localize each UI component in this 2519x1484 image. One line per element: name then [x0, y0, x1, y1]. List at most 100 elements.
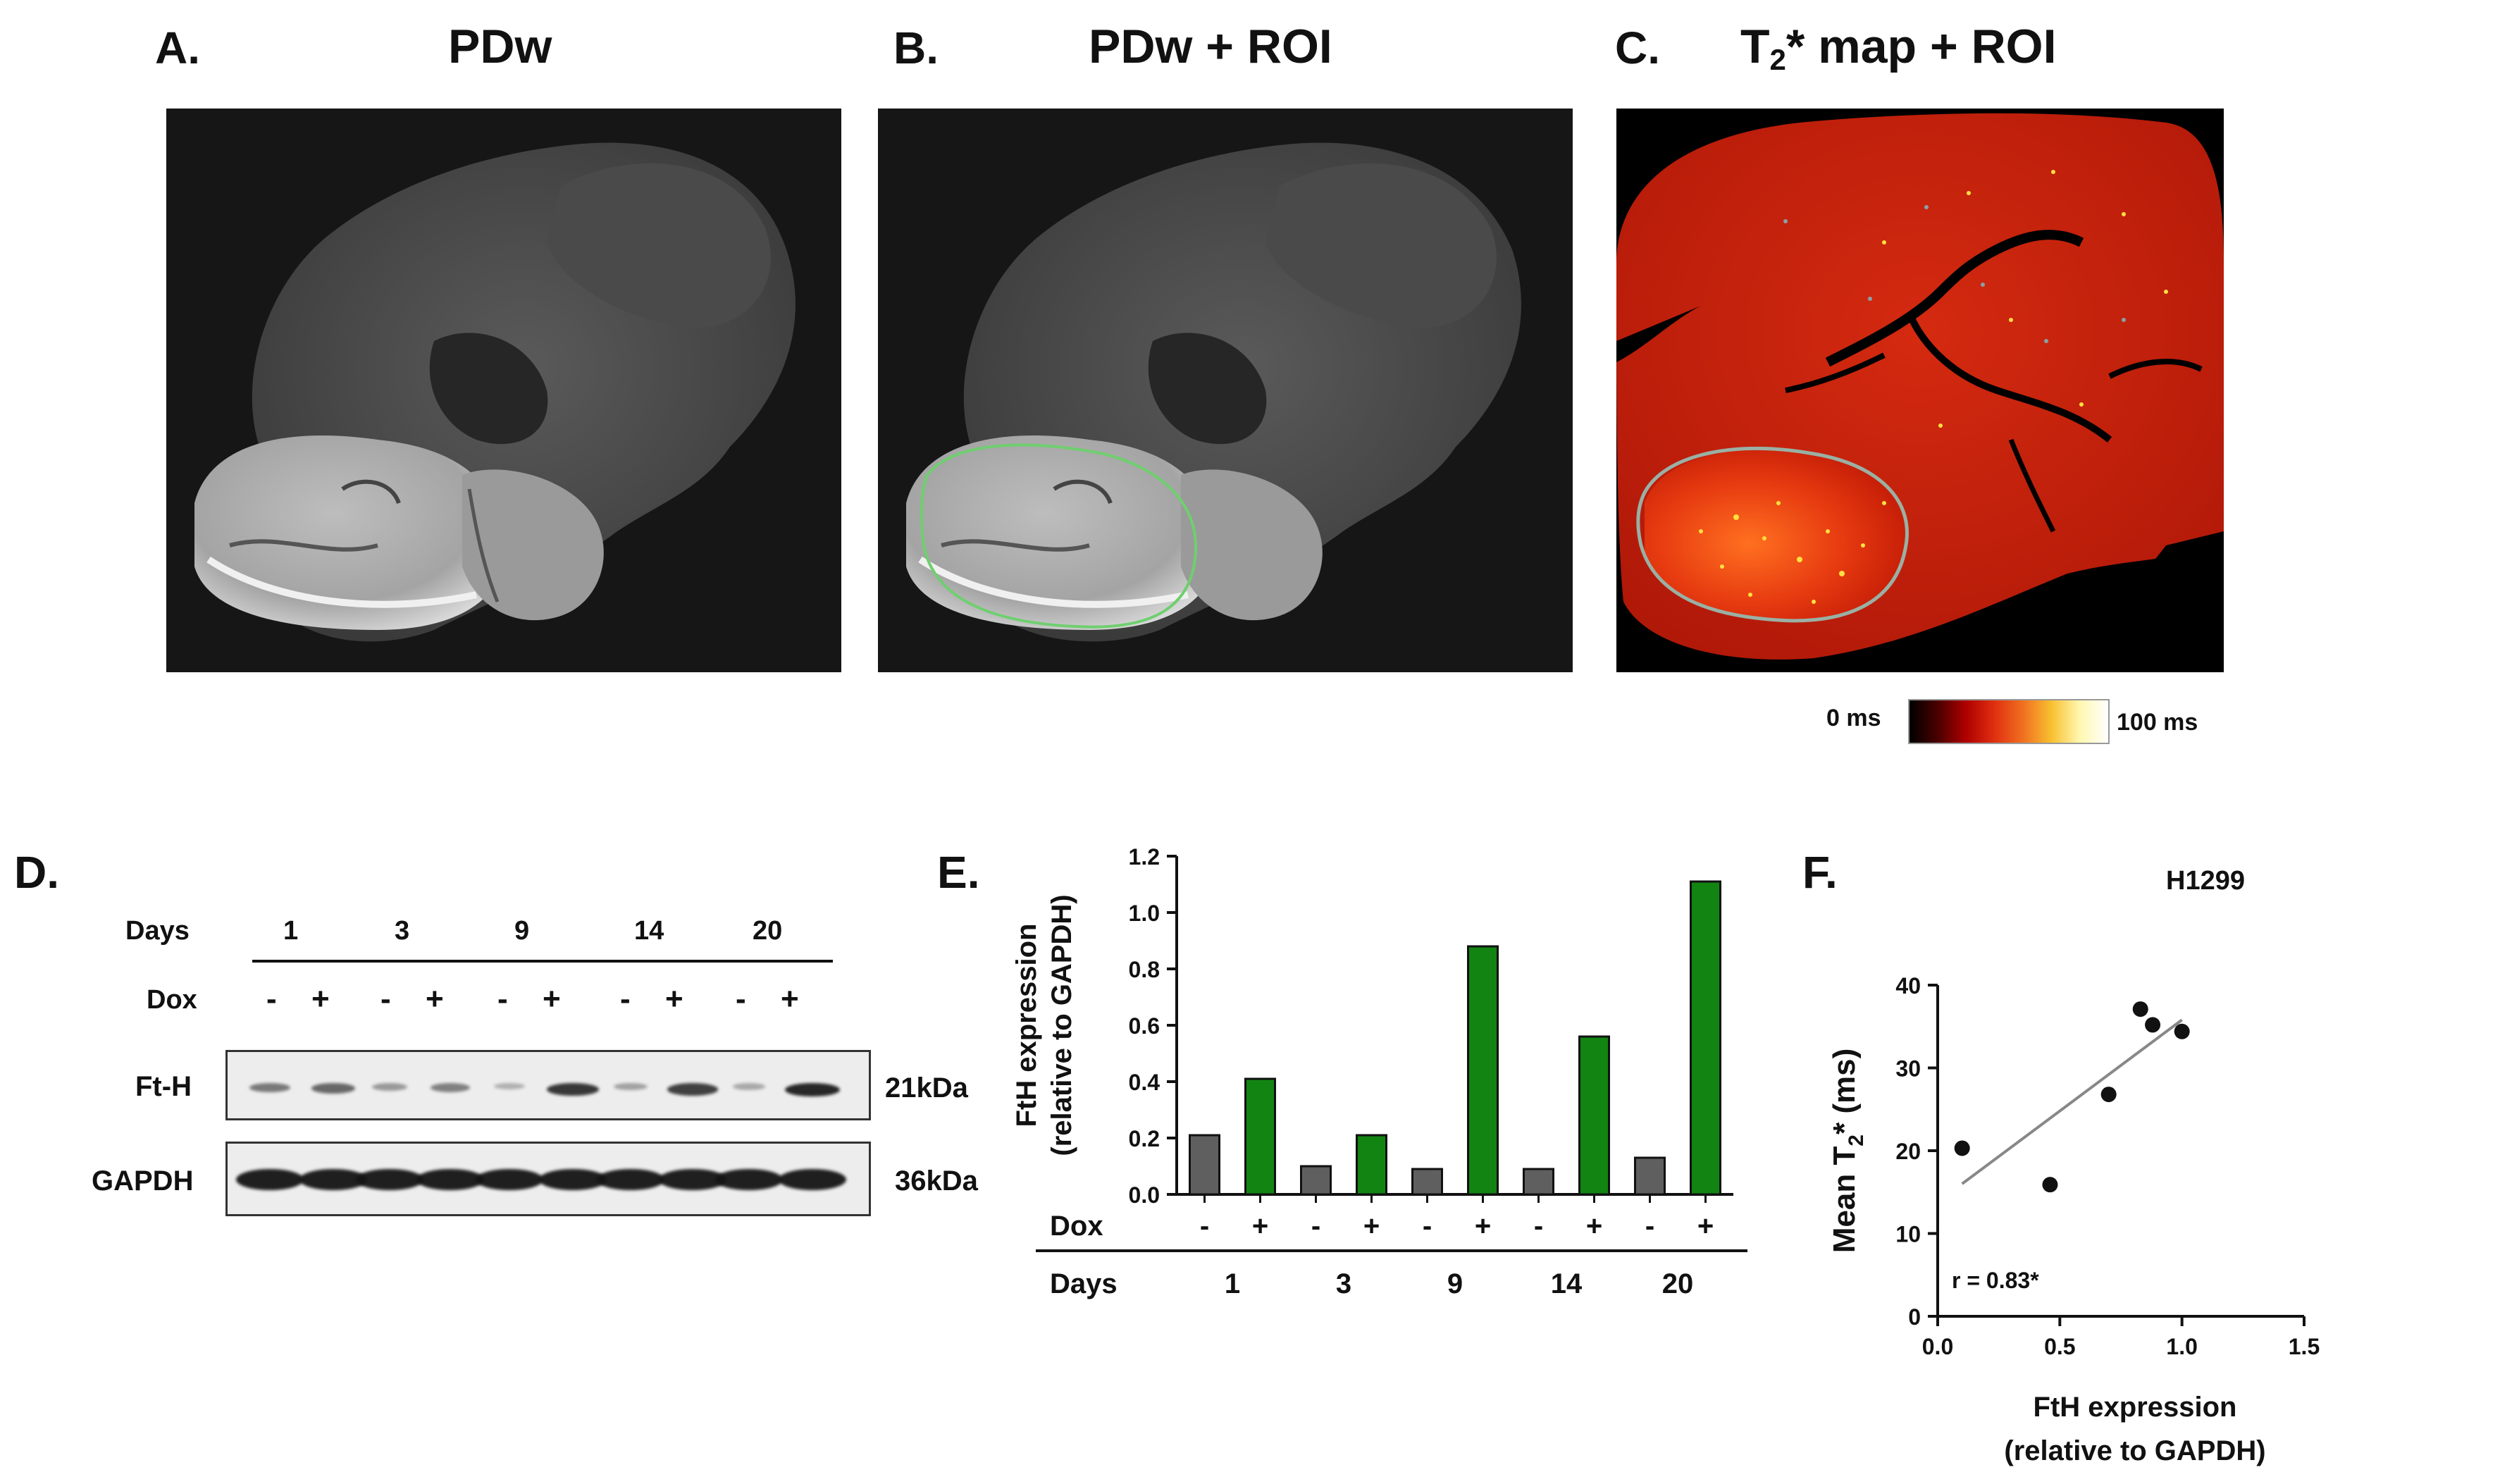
dox-sign-label: + — [1252, 1211, 1268, 1242]
dox-row-label: Dox — [1050, 1211, 1103, 1242]
blot-band-lane — [539, 1169, 607, 1190]
blot-band-lane — [614, 1083, 648, 1091]
panel-a-title: PDw — [448, 20, 552, 73]
blot-dox-sign: + — [781, 982, 799, 1016]
blot-days-label: Days — [125, 916, 190, 946]
t2star-vs-fth-scatter: H1299 0 10 20 30 40 0.0 0.5 1.0 1.5 r = 0.83* Mean … — [1827, 866, 2320, 1466]
y-axis-label: Mean T2* (ms) — [1827, 1049, 1868, 1254]
t2star-colorbar — [1908, 699, 2110, 744]
dox-sign-label: + — [1363, 1211, 1380, 1242]
blot-band-size-gapdh: 36kDa — [895, 1165, 978, 1197]
blot-band-lane — [494, 1083, 525, 1090]
dox-sign-label: + — [1475, 1211, 1491, 1242]
x-axis-label: (relative to GAPDH) — [2004, 1435, 2265, 1466]
blot-dox-sign: - — [736, 982, 746, 1016]
panel-c-title: T2* map + ROI — [1740, 20, 2057, 76]
y-tick-label: 20 — [1895, 1139, 1921, 1164]
colorbar-max-label: 100 ms — [2117, 709, 2198, 736]
chart-title: H1299 — [2166, 866, 2245, 896]
dox-sign-label: - — [1311, 1211, 1320, 1242]
blot-band-lane — [667, 1083, 718, 1096]
bar — [1523, 1168, 1554, 1196]
y-tick-label: 0.2 — [1129, 1126, 1160, 1151]
blot-band-lane — [372, 1083, 407, 1091]
day-label: 9 — [1447, 1268, 1463, 1299]
blot-band-lane — [236, 1169, 304, 1190]
blot-band-lane — [416, 1169, 484, 1190]
roi-outline — [920, 443, 1198, 629]
y-tick-label: 40 — [1895, 973, 1921, 998]
y-tick-label: 1.0 — [1129, 901, 1160, 926]
roi-outline — [1636, 446, 1909, 623]
correlation-annotation: r = 0.83* — [1952, 1268, 2039, 1293]
dox-sign-label: - — [1645, 1211, 1654, 1242]
panel-f-label: F. — [1802, 847, 1838, 898]
y-axis-label: FtH expression — [1011, 924, 1042, 1127]
panel-d-label: D. — [14, 847, 59, 898]
blot-band-lane — [249, 1083, 290, 1093]
panel-b-label: B. — [893, 23, 939, 73]
colorbar-min-label: 0 ms — [1826, 705, 1881, 731]
blot-dox-sign: + — [426, 982, 444, 1016]
bar — [1189, 1134, 1220, 1196]
dox-sign-label: + — [1586, 1211, 1602, 1242]
blot-band-lane — [547, 1083, 599, 1096]
bar — [1300, 1165, 1332, 1196]
blot-dox-sign: - — [620, 982, 631, 1016]
blot-dox-sign: + — [665, 982, 683, 1016]
x-tick-label: 1.5 — [2289, 1334, 2320, 1359]
data-point — [2145, 1017, 2161, 1033]
blot-day-14: 14 — [634, 916, 664, 946]
bar — [1356, 1134, 1387, 1196]
fth-expression-bar-chart: FtH expression (relative to GAPDH) 0.0 0.2 0… — [1011, 844, 1747, 1299]
blot-day-20: 20 — [753, 916, 783, 946]
panel-a-label: A. — [155, 23, 200, 73]
x-tick-label: 1.0 — [2166, 1334, 2197, 1359]
mri-image-pdw-roi — [878, 109, 1573, 672]
y-tick-label: 0 — [1908, 1304, 1921, 1330]
day-label: 1 — [1225, 1268, 1240, 1299]
data-point — [2132, 1001, 2148, 1018]
blot-band-lane — [785, 1083, 840, 1097]
dox-sign-label: + — [1697, 1211, 1714, 1242]
panel-c-label: C. — [1615, 23, 1660, 73]
bar — [1467, 945, 1499, 1196]
regression-line — [1961, 1018, 2183, 1185]
day-label: 3 — [1336, 1268, 1351, 1299]
y-tick-label: 0.0 — [1129, 1182, 1160, 1208]
blot-dox-sign: - — [380, 982, 391, 1016]
t2star-map-image — [1616, 109, 2224, 672]
mri-image-pdw — [166, 109, 841, 672]
dox-sign-label: - — [1534, 1211, 1543, 1242]
days-row-label: Days — [1050, 1268, 1118, 1299]
y-tick-label: 0.6 — [1129, 1013, 1160, 1039]
bar — [1634, 1156, 1666, 1196]
blot-band-gapdh — [225, 1142, 871, 1216]
y-tick-label: 0.8 — [1129, 957, 1160, 982]
blot-dox-label: Dox — [147, 985, 197, 1015]
blot-band-lane — [715, 1169, 783, 1190]
data-point — [2042, 1177, 2058, 1193]
y-axis-label: (relative to GAPDH) — [1046, 894, 1077, 1156]
bar — [1578, 1035, 1610, 1196]
x-axis-label: FtH expression — [2034, 1392, 2237, 1423]
blot-dox-sign: - — [497, 982, 508, 1016]
blot-band-lane — [597, 1169, 664, 1190]
blot-day-1: 1 — [283, 916, 299, 946]
dox-sign-label: - — [1200, 1211, 1209, 1242]
bar — [1411, 1168, 1443, 1196]
blot-day-9: 9 — [514, 916, 530, 946]
y-tick-label: 0.4 — [1129, 1070, 1161, 1095]
blot-band-size-fth: 21kDa — [885, 1072, 968, 1103]
y-tick-label: 10 — [1895, 1222, 1921, 1247]
panel-b-title: PDw + ROI — [1089, 20, 1332, 73]
blot-dox-sign: + — [543, 982, 561, 1016]
blot-band-lane — [431, 1083, 470, 1092]
blot-dox-sign: + — [311, 982, 330, 1016]
x-tick-label: 0.0 — [1922, 1334, 1953, 1359]
dox-sign-label: - — [1423, 1211, 1432, 1242]
blot-days-rule — [252, 960, 833, 963]
blot-band-name-gapdh: GAPDH — [92, 1165, 194, 1197]
blot-day-3: 3 — [395, 916, 410, 946]
blot-dox-sign: - — [266, 982, 277, 1016]
